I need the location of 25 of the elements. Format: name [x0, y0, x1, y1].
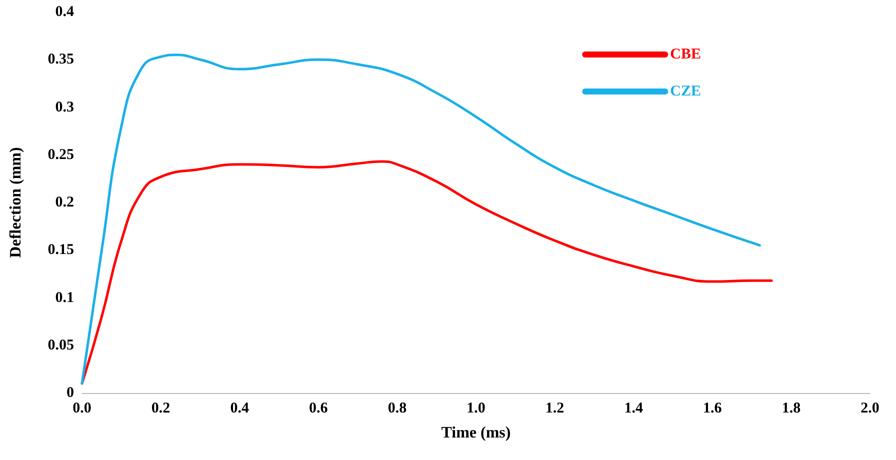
x-axis-title: Time (ms) — [441, 424, 511, 442]
x-tick-label: 1.2 — [545, 400, 564, 416]
y-tick-label: 0.1 — [55, 290, 74, 306]
x-tick-label: 0.8 — [388, 400, 407, 416]
y-tick-label: 0.2 — [55, 194, 74, 210]
y-axis-title: Deflection (mm) — [8, 147, 24, 258]
x-tick-label: 1.6 — [703, 400, 722, 416]
x-tick-label: 2.0 — [860, 400, 880, 416]
y-tick-label: 0.15 — [48, 242, 74, 258]
text: CBE — [670, 46, 701, 62]
x-tick-label: 0.2 — [151, 400, 170, 416]
y-tick-label: 0 — [66, 385, 74, 401]
y-tick-label: 0.25 — [48, 146, 74, 163]
x-tick-label: 1.0 — [466, 400, 486, 416]
y-tick-label: 0.3 — [55, 99, 74, 116]
y-tick-label: 0.35 — [48, 52, 74, 68]
x-tick-label: 0.6 — [309, 400, 328, 416]
x-tick-label: 0.0 — [72, 400, 92, 416]
line-series — [80, 160, 773, 385]
x-tick-label: 1.4 — [624, 400, 644, 416]
text: CZE — [670, 84, 701, 100]
x-tick-label: 0.4 — [230, 400, 250, 416]
y-tick-label: 0.05 — [48, 337, 74, 354]
y-tick-label: 0.4 — [55, 4, 74, 20]
x-tick-label: 1.8 — [782, 400, 801, 416]
